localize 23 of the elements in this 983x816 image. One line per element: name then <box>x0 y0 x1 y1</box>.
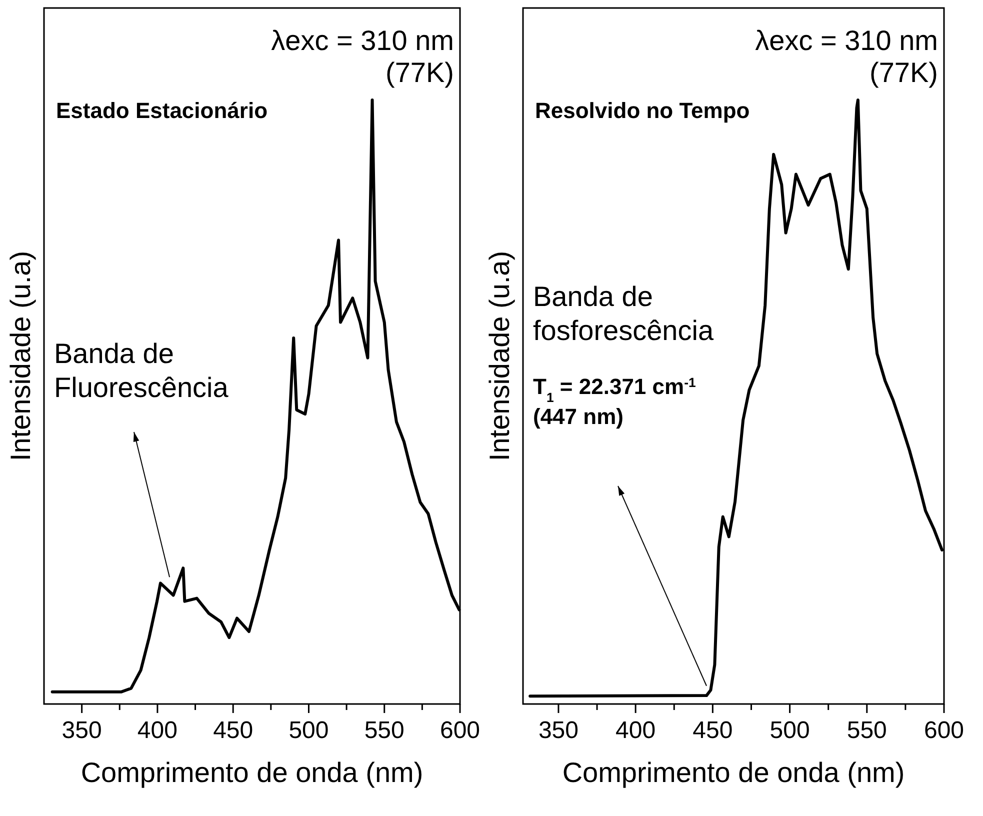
x-tick-label: 500 <box>770 717 810 744</box>
text: λexc = 310 nm (77K) <box>271 25 454 88</box>
chart-title: Resolvido no Tempo <box>535 98 750 123</box>
y-axis-title: Intensidade (u.a) <box>484 250 515 462</box>
x-axis-title: Comprimento de onda (nm) <box>562 757 905 788</box>
x-axis-title: Comprimento de onda (nm) <box>80 757 424 788</box>
x-tick-label: 350 <box>538 717 578 744</box>
chart-title: Estado Estacionário <box>56 98 268 123</box>
x-tick-label: 600 <box>924 717 964 744</box>
x-tick-label: 350 <box>62 717 102 744</box>
x-tick-label: 550 <box>364 717 404 744</box>
text: T$_{1}$ = 22.371 cm$^{-1}$ (447 nm) <box>533 374 696 429</box>
y-axis-title: Intensidade (u.a) <box>5 250 36 462</box>
x-tick-label: 400 <box>616 717 656 744</box>
x-tick-label: 600 <box>440 717 480 744</box>
x-tick-label: 450 <box>692 717 733 744</box>
x-tick-label: 400 <box>137 717 178 744</box>
text: λexc = 310 nm (77K) <box>755 25 938 88</box>
x-tick-label: 500 <box>288 717 329 744</box>
annotation: Banda de Fluorescência <box>54 338 229 403</box>
x-tick-label: 550 <box>846 717 887 744</box>
x-tick-label: 450 <box>213 717 254 744</box>
annotation: Banda de fosforescência <box>533 281 714 346</box>
